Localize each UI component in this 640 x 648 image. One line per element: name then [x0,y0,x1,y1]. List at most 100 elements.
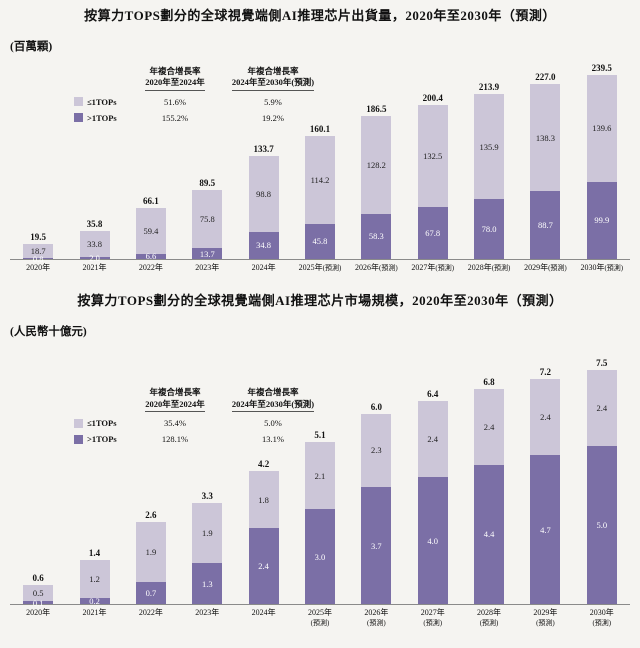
bar-segment-le1tops: 1.2 [79,559,110,598]
stacked-bar: 138.3 88.7 [530,84,561,259]
bar-segment-le1tops: 2.4 [417,401,448,478]
segment-value-label: 135.9 [479,141,499,152]
cagr-header-line: 2024年至2030年(預測) [231,77,315,91]
bar-total-label: 19.5 [30,231,47,242]
x-axis-label: 2023年 [195,608,220,618]
bar-total-label: 6.0 [370,401,382,412]
bar-column: 227.0 138.3 88.7 [517,72,573,259]
chart-title-market-size: 按算力TOPS劃分的全球視覺端側AI推理芯片市場規模，2020年至2030年（預… [77,293,563,309]
segment-value-label: 4.7 [540,524,551,535]
bar-segment-le1tops: 1.9 [192,502,223,563]
bar-segment-gt1tops: 5.0 [586,445,617,605]
x-axis-label: 2025年(預測) [298,262,342,272]
bar-segment-gt1tops: 3.7 [361,486,392,605]
x-axis-label: 2024年 [251,262,276,272]
bar-total-label: 5.1 [314,430,326,441]
segment-value-label: 75.8 [199,213,215,224]
bar-segment-le1tops: 138.3 [530,84,561,191]
bar-column: 3.3 1.9 1.3 [179,490,235,605]
segment-value-label: 1.8 [258,494,269,505]
stacked-bar: 75.8 13.7 [192,190,223,259]
x-axis-label: 2028年(預測) [467,262,511,272]
bar-segment-le1tops: 33.8 [79,231,110,258]
bar-total-label: 4.2 [257,458,270,469]
x-axis-label: 2021年 [82,608,107,618]
bar-column: 239.5 139.6 99.9 [574,63,630,259]
bar-segment-gt1tops: 4.0 [417,477,448,605]
bar-column: 0.6 0.5 0.1 [10,573,66,608]
x-axis-label: 2023年 [195,262,220,272]
x-axis-label: 2030年(預測) [580,262,624,272]
bar-total-label: 3.3 [201,490,213,501]
segment-value-label: 3.0 [314,551,326,562]
bar-total-label: 0.6 [32,573,44,584]
cagr-header-line: 年複合增長率 [247,387,299,398]
bar-segment-gt1tops: 34.8 [248,232,279,259]
bar-segment-le1tops: 2.4 [474,388,505,465]
segment-value-label: 2.4 [427,434,438,445]
bar-column: 160.1 114.2 45.8 [292,124,348,259]
stacked-bar: 2.4 5.0 [586,369,617,605]
segment-value-label: 59.4 [143,225,159,236]
stacked-bar: 1.2 0.2 [79,559,110,605]
bar-column: 6.0 2.3 3.7 [348,401,404,605]
cagr-header-2020-2024: 年複合增長率 2020年至2024年 [132,387,218,413]
bar-total-label: 133.7 [253,144,274,155]
bar-column: 6.4 2.4 4.0 [405,389,461,605]
segment-value-label: 2.4 [596,402,608,413]
bar-column: 89.5 75.8 13.7 [179,178,235,259]
bar-column: 200.4 132.5 67.8 [405,93,461,259]
x-axis-label: 2027年(預測) [420,608,445,627]
cagr-header-line: 2020年至2024年 [145,399,205,413]
legend-label: >1TOPs [87,434,117,445]
x-axis-label: 2029年(預測) [533,608,558,627]
stacked-bar: 0.5 0.1 [23,585,54,608]
stacked-bar: 114.2 45.8 [304,135,335,259]
segment-value-label: 0.7 [145,587,157,598]
segment-value-label: 34.8 [256,240,272,251]
cagr-header-2024-2030: 年複合增長率 2024年至2030年(預測) [218,66,328,91]
segment-value-label: 132.5 [423,150,443,161]
cagr-value: 155.2% [161,112,189,123]
x-axis-label: 2027年(預測) [411,262,455,272]
bar-segment-gt1tops: 0.1 [23,597,54,608]
stacked-bar: 1.8 2.4 [248,470,279,605]
stacked-bar: 1.9 1.3 [192,502,223,605]
bar-segment-gt1tops: 4.4 [474,464,505,605]
legend-label: ≤1TOPs [87,418,117,429]
segment-value-label: 67.8 [425,227,441,238]
segment-value-label: 58.3 [368,231,384,242]
x-axis-label: 2028年(預測) [477,608,502,627]
stacked-bar: 33.8 2.0 [79,231,110,262]
segment-value-label: 0.8 [32,253,44,264]
bar-column: 1.4 1.2 0.2 [66,548,122,605]
segment-value-label: 2.4 [258,560,269,571]
bar-total-label: 66.1 [143,196,159,207]
bar-segment-gt1tops: 4.7 [530,455,561,605]
segment-value-label: 0.1 [32,597,44,608]
segment-value-label: 4.4 [483,529,495,540]
segment-value-label: 1.9 [201,527,213,538]
stacked-bar: 128.2 58.3 [361,115,392,259]
stacked-bar: 98.8 34.8 [248,156,279,259]
bar-total-label: 239.5 [591,62,612,73]
shipments-chart-area: 年複合增長率 2020年至2024年 年複合增長率 2024年至2030年(預測… [10,60,630,273]
cagr-header-line: 年複合增長率 [149,65,201,76]
x-axis-label: 2026年(預測) [364,608,389,627]
bar-column: 186.5 128.2 58.3 [348,104,404,259]
stacked-bar: 2.4 4.7 [530,379,561,605]
bar-column: 35.8 33.8 2.0 [66,219,122,262]
cagr-header-2024-2030: 年複合增長率 2024年至2030年(預測) [218,387,328,413]
bar-column: 5.1 2.1 3.0 [292,430,348,605]
legend-item-gt1tops: >1TOPs [74,434,132,444]
cagr-value: 5.0% [264,418,282,429]
bar-segment-le1tops: 59.4 [135,208,166,254]
cagr-legend-shipments: 年複合增長率 2020年至2024年 年複合增長率 2024年至2030年(預測… [74,66,328,123]
bar-segment-le1tops: 2.1 [304,442,335,510]
legend-label: >1TOPs [87,112,117,123]
legend-swatch-gt1tops-icon [74,434,83,444]
bar-segment-gt1tops: 99.9 [586,182,617,259]
bar-total-label: 7.2 [539,367,552,378]
segment-value-label: 13.7 [199,248,215,259]
bar-segment-le1tops: 2.4 [586,369,617,446]
